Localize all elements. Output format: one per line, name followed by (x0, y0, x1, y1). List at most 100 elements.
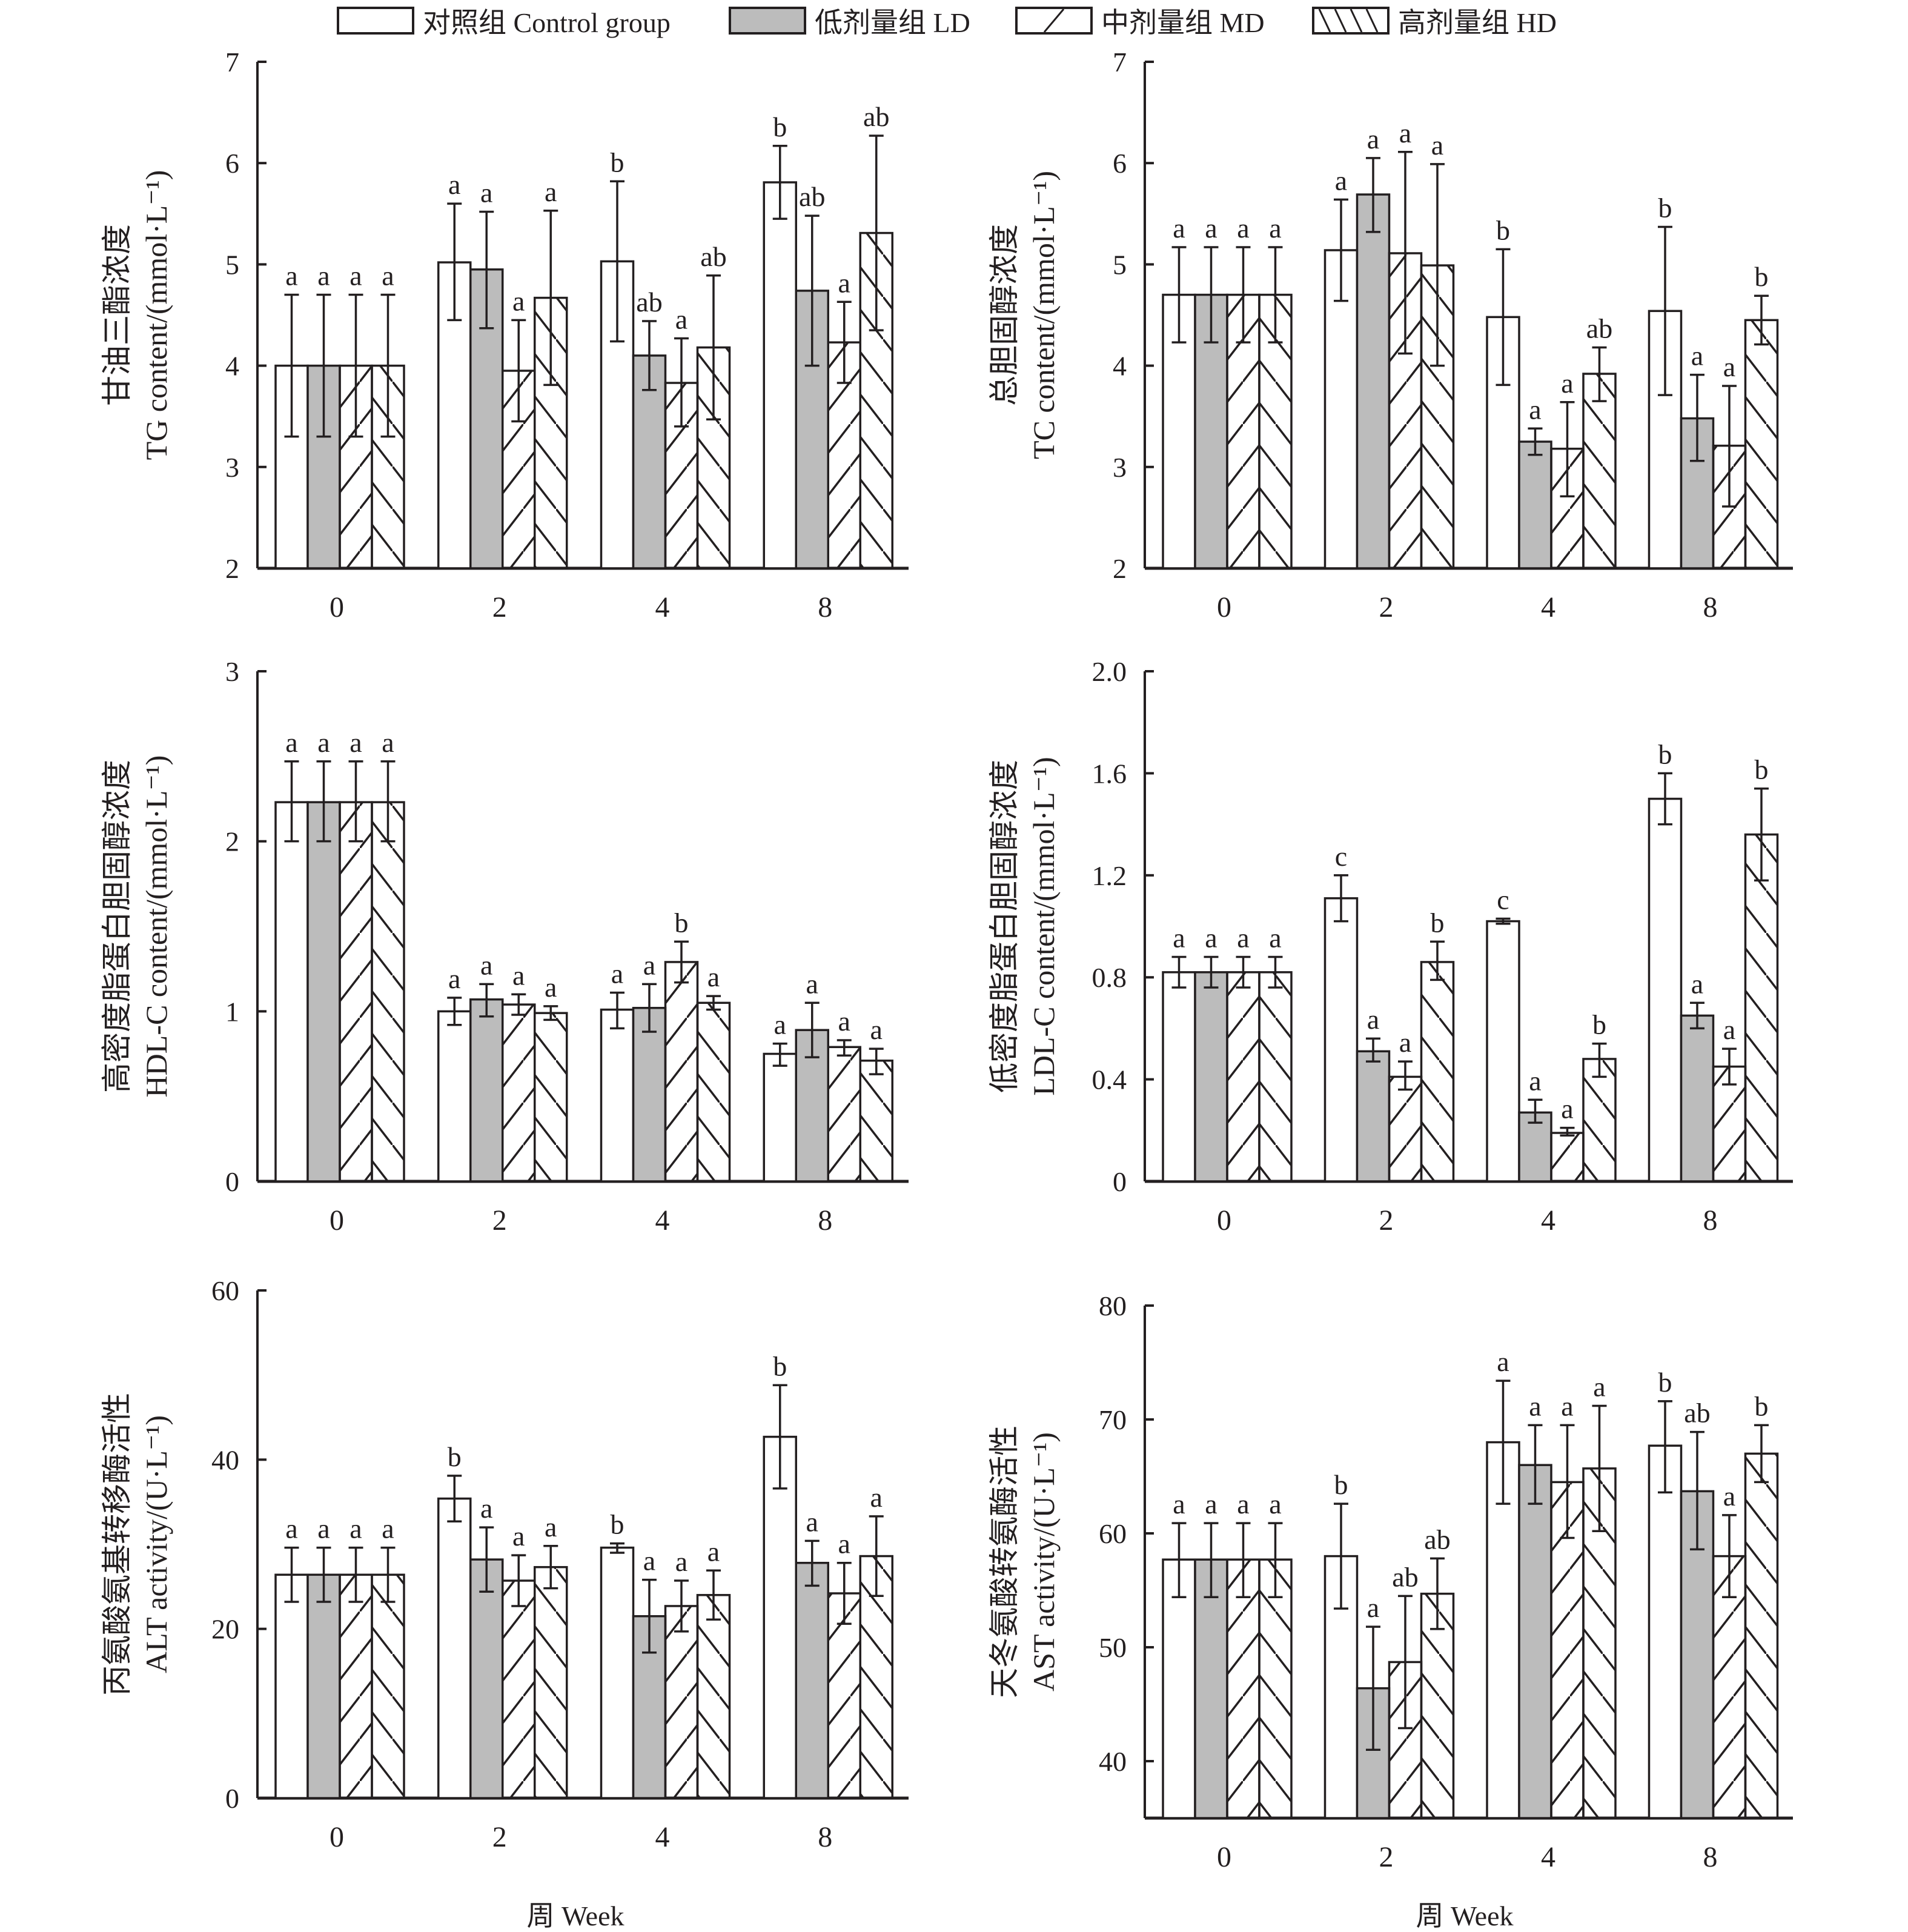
x-tick-label: 8 (818, 1204, 832, 1237)
x-tick-label: 8 (818, 591, 832, 623)
x-tick-label: 2 (492, 1204, 507, 1237)
significance-letter: ab (1586, 313, 1612, 344)
legend-swatch-gray (729, 7, 806, 35)
significance-letter: a (480, 1493, 492, 1524)
significance-letter: ab (700, 241, 726, 272)
bar-back-hatch (1582, 373, 1617, 569)
y-tick-label: 1.2 (1092, 860, 1127, 891)
significance-letter: a (774, 1009, 786, 1040)
significance-letter: a (1367, 1592, 1379, 1623)
significance-letter: a (1335, 165, 1347, 196)
x-tick-label: 8 (1703, 1204, 1718, 1237)
significance-letter: a (806, 1506, 818, 1537)
x-tick-label: 2 (492, 1821, 507, 1853)
y-tick-label: 0.8 (1092, 962, 1127, 993)
y-tick-label: 60 (211, 1275, 239, 1306)
y-tick-label: 1.6 (1092, 758, 1127, 789)
bar-gray (306, 1573, 341, 1799)
significance-letter: a (643, 1545, 655, 1576)
legend: 对照组 Control group 低剂量组 LD 中剂量组 MD 高剂量组 H… (0, 0, 1908, 42)
significance-letter: ab (1684, 1398, 1710, 1429)
bar-back-hatch (1258, 1558, 1293, 1819)
bar-gray (1518, 440, 1552, 569)
y-tick-label: 0 (225, 1166, 239, 1197)
x-axis-title-left: 周 Week (526, 1900, 624, 1931)
significance-letter: a (1173, 1489, 1185, 1519)
y-tick-label: 2 (1113, 553, 1127, 584)
legend-label: 低剂量组 LD (815, 7, 970, 38)
bar-open (1323, 249, 1359, 569)
y-axis-title-en: ALT activity/(U·L⁻¹) (139, 1415, 173, 1673)
significance-letter: a (1367, 124, 1379, 154)
y-tick-label: 70 (1099, 1404, 1127, 1435)
bar-forward-hatch (502, 1003, 536, 1183)
y-tick-label: 0 (1113, 1166, 1127, 1197)
bar-back-hatch (371, 801, 405, 1183)
significance-letter: b (773, 111, 787, 142)
y-tick-label: 2.0 (1092, 656, 1127, 687)
y-tick-label: 2 (225, 553, 239, 584)
significance-letter: a (349, 727, 362, 758)
significance-letter: a (285, 1513, 297, 1544)
y-axis-title-en: AST activity/(U·L⁻¹) (1027, 1432, 1061, 1691)
significance-letter: a (643, 949, 655, 980)
significance-letter: b (675, 907, 689, 938)
bar-gray (1194, 1558, 1228, 1819)
bar-back-hatch (534, 1565, 568, 1799)
significance-letter: a (1237, 1489, 1249, 1519)
significance-letter: a (1529, 1390, 1541, 1421)
significance-letter: a (1593, 1371, 1605, 1402)
bar-gray (469, 1558, 504, 1799)
legend-label: 对照组 Control group (423, 7, 671, 38)
significance-letter: a (448, 169, 460, 200)
significance-letter: b (611, 1509, 624, 1540)
bar-forward-hatch (339, 1573, 373, 1799)
x-tick-label: 2 (1379, 1204, 1394, 1237)
significance-letter: c (1335, 841, 1347, 872)
legend-item-control: 对照组 Control group (337, 4, 671, 38)
legend-swatch-forward-hatch (1015, 7, 1093, 35)
y-tick-label: 80 (1099, 1290, 1127, 1321)
bar-forward-hatch (1226, 1558, 1260, 1819)
y-axis-title-en: HDL-C content/(mmol·L⁻¹) (139, 755, 173, 1098)
significance-letter: a (707, 1536, 720, 1567)
significance-letter: a (675, 304, 687, 334)
significance-letter: a (870, 1482, 883, 1513)
y-tick-label: 4 (1113, 351, 1127, 382)
bar-back-hatch (371, 1573, 405, 1799)
y-tick-label: 1 (225, 996, 239, 1027)
significance-letter: a (317, 261, 330, 291)
y-tick-label: 7 (1113, 47, 1127, 78)
bar-open (274, 801, 309, 1183)
bar-open (1486, 1441, 1520, 1819)
bar-gray (1356, 193, 1391, 569)
legend-label: 高剂量组 HD (1398, 7, 1557, 38)
bar-back-hatch (696, 1001, 731, 1183)
significance-letter: a (1205, 213, 1217, 244)
bar-gray (1680, 1014, 1715, 1183)
significance-letter: ab (1392, 1561, 1418, 1592)
legend-swatch-open (337, 7, 414, 35)
significance-letter: a (1237, 923, 1249, 954)
y-tick-label: 2 (225, 826, 239, 857)
bar-open (1648, 1444, 1683, 1819)
y-axis-title-cn: 丙氨酸氨基转移酶活性 (100, 1393, 134, 1696)
significance-letter: a (1269, 213, 1281, 244)
significance-letter: a (512, 960, 525, 991)
y-tick-label: 0 (225, 1783, 239, 1814)
bar-back-hatch (1744, 833, 1779, 1183)
x-tick-label: 0 (330, 1204, 344, 1237)
significance-letter: b (448, 1441, 462, 1472)
x-tick-label: 8 (1703, 1841, 1718, 1873)
significance-letter: b (1755, 1390, 1769, 1421)
bar-back-hatch (1744, 319, 1779, 569)
x-tick-label: 0 (1217, 1841, 1231, 1873)
significance-letter: a (806, 968, 818, 999)
bar-forward-hatch (827, 1046, 861, 1183)
significance-letter: a (1723, 1014, 1735, 1045)
significance-letter: a (545, 176, 557, 207)
bar-back-hatch (1582, 1058, 1617, 1183)
x-tick-label: 0 (330, 591, 344, 623)
y-tick-label: 60 (1099, 1518, 1127, 1549)
significance-letter: a (382, 261, 394, 291)
